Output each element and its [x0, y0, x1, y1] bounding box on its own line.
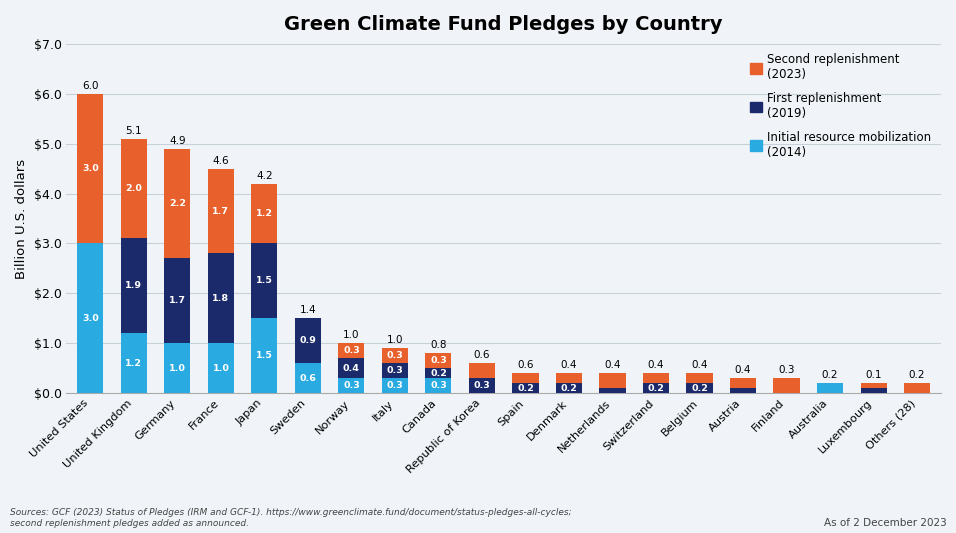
Bar	[817, 383, 843, 393]
Text: 1.5: 1.5	[256, 351, 272, 360]
Text: 0.4: 0.4	[343, 364, 359, 373]
Bar	[686, 383, 712, 393]
Bar	[425, 353, 451, 368]
Text: 0.4: 0.4	[561, 360, 577, 370]
Bar	[381, 348, 408, 363]
Text: 0.4: 0.4	[735, 365, 751, 375]
Bar	[599, 373, 625, 388]
Bar	[77, 94, 103, 244]
Bar	[599, 388, 625, 393]
Text: 4.6: 4.6	[212, 156, 229, 166]
Bar	[338, 378, 364, 393]
Bar	[512, 373, 538, 383]
Text: 0.4: 0.4	[648, 360, 664, 370]
Text: 0.4: 0.4	[691, 360, 707, 370]
Text: 4.2: 4.2	[256, 171, 272, 181]
Text: 3.0: 3.0	[82, 164, 98, 173]
Bar	[294, 363, 321, 393]
Text: 0.3: 0.3	[343, 381, 359, 390]
Title: Green Climate Fund Pledges by Country: Green Climate Fund Pledges by Country	[285, 15, 723, 34]
Text: 0.3: 0.3	[386, 381, 403, 390]
Text: 0.2: 0.2	[560, 384, 577, 393]
Text: 0.1: 0.1	[865, 370, 881, 380]
Bar	[773, 378, 799, 393]
Bar	[860, 388, 886, 393]
Bar	[164, 259, 190, 343]
Bar	[207, 254, 234, 343]
Bar	[556, 373, 582, 383]
Text: 1.5: 1.5	[256, 277, 272, 285]
Bar	[164, 343, 190, 393]
Text: 0.8: 0.8	[430, 340, 446, 350]
Text: 1.2: 1.2	[125, 359, 142, 368]
Text: 4.9: 4.9	[169, 136, 185, 146]
Bar	[251, 318, 277, 393]
Bar	[468, 363, 495, 378]
Text: 0.3: 0.3	[386, 366, 403, 375]
Text: 1.0: 1.0	[343, 330, 359, 340]
Bar	[120, 238, 147, 333]
Text: 0.3: 0.3	[386, 351, 403, 360]
Bar	[556, 383, 582, 393]
Text: 0.3: 0.3	[778, 365, 794, 375]
Bar	[381, 378, 408, 393]
Text: 1.4: 1.4	[299, 305, 316, 316]
Text: 1.0: 1.0	[212, 364, 229, 373]
Bar	[251, 183, 277, 244]
Text: 1.0: 1.0	[169, 364, 185, 373]
Text: 0.3: 0.3	[343, 346, 359, 356]
Text: 0.2: 0.2	[517, 384, 533, 393]
Text: 1.2: 1.2	[256, 209, 272, 218]
Bar	[730, 388, 756, 393]
Bar	[120, 139, 147, 238]
Bar	[120, 333, 147, 393]
Text: 0.2: 0.2	[430, 369, 446, 378]
Text: 0.2: 0.2	[909, 370, 925, 380]
Text: 1.7: 1.7	[169, 296, 185, 305]
Bar	[164, 149, 190, 259]
Text: 0.3: 0.3	[430, 381, 446, 390]
Bar	[425, 368, 451, 378]
Bar	[251, 244, 277, 318]
Text: 3.0: 3.0	[82, 314, 98, 323]
Bar	[904, 383, 930, 393]
Text: 0.6: 0.6	[299, 374, 316, 383]
Text: 0.3: 0.3	[430, 356, 446, 365]
Text: 5.1: 5.1	[125, 126, 142, 136]
Text: 6.0: 6.0	[82, 81, 98, 91]
Legend: Second replenishment
(2023), First replenishment
(2019), Initial resource mobili: Second replenishment (2023), First reple…	[747, 50, 935, 162]
Bar	[860, 383, 886, 388]
Y-axis label: Billion U.S. dollars: Billion U.S. dollars	[15, 158, 28, 279]
Bar	[643, 383, 669, 393]
Bar	[294, 318, 321, 363]
Text: 1.8: 1.8	[212, 294, 229, 303]
Bar	[512, 383, 538, 393]
Bar	[425, 378, 451, 393]
Text: 0.9: 0.9	[299, 336, 316, 345]
Text: 0.6: 0.6	[517, 360, 533, 370]
Text: 0.3: 0.3	[473, 381, 490, 390]
Bar	[730, 378, 756, 388]
Text: 0.6: 0.6	[474, 350, 490, 360]
Text: 0.2: 0.2	[647, 384, 664, 393]
Text: 0.4: 0.4	[604, 360, 620, 370]
Text: 0.2: 0.2	[822, 370, 838, 380]
Bar	[468, 378, 495, 393]
Text: 2.2: 2.2	[169, 199, 185, 208]
Bar	[207, 168, 234, 254]
Bar	[381, 363, 408, 378]
Bar	[338, 343, 364, 358]
Text: 1.9: 1.9	[125, 281, 142, 290]
Text: 0.2: 0.2	[691, 384, 708, 393]
Text: 1.0: 1.0	[386, 335, 403, 345]
Bar	[77, 244, 103, 393]
Text: 1.7: 1.7	[212, 207, 229, 215]
Bar	[338, 358, 364, 378]
Text: Sources: GCF (2023) Status of Pledges (IRM and GCF-1). https://www.greenclimate.: Sources: GCF (2023) Status of Pledges (I…	[10, 508, 571, 528]
Text: 2.0: 2.0	[125, 184, 142, 193]
Bar	[686, 373, 712, 383]
Text: As of 2 December 2023: As of 2 December 2023	[824, 518, 946, 528]
Bar	[207, 343, 234, 393]
Bar	[643, 373, 669, 383]
